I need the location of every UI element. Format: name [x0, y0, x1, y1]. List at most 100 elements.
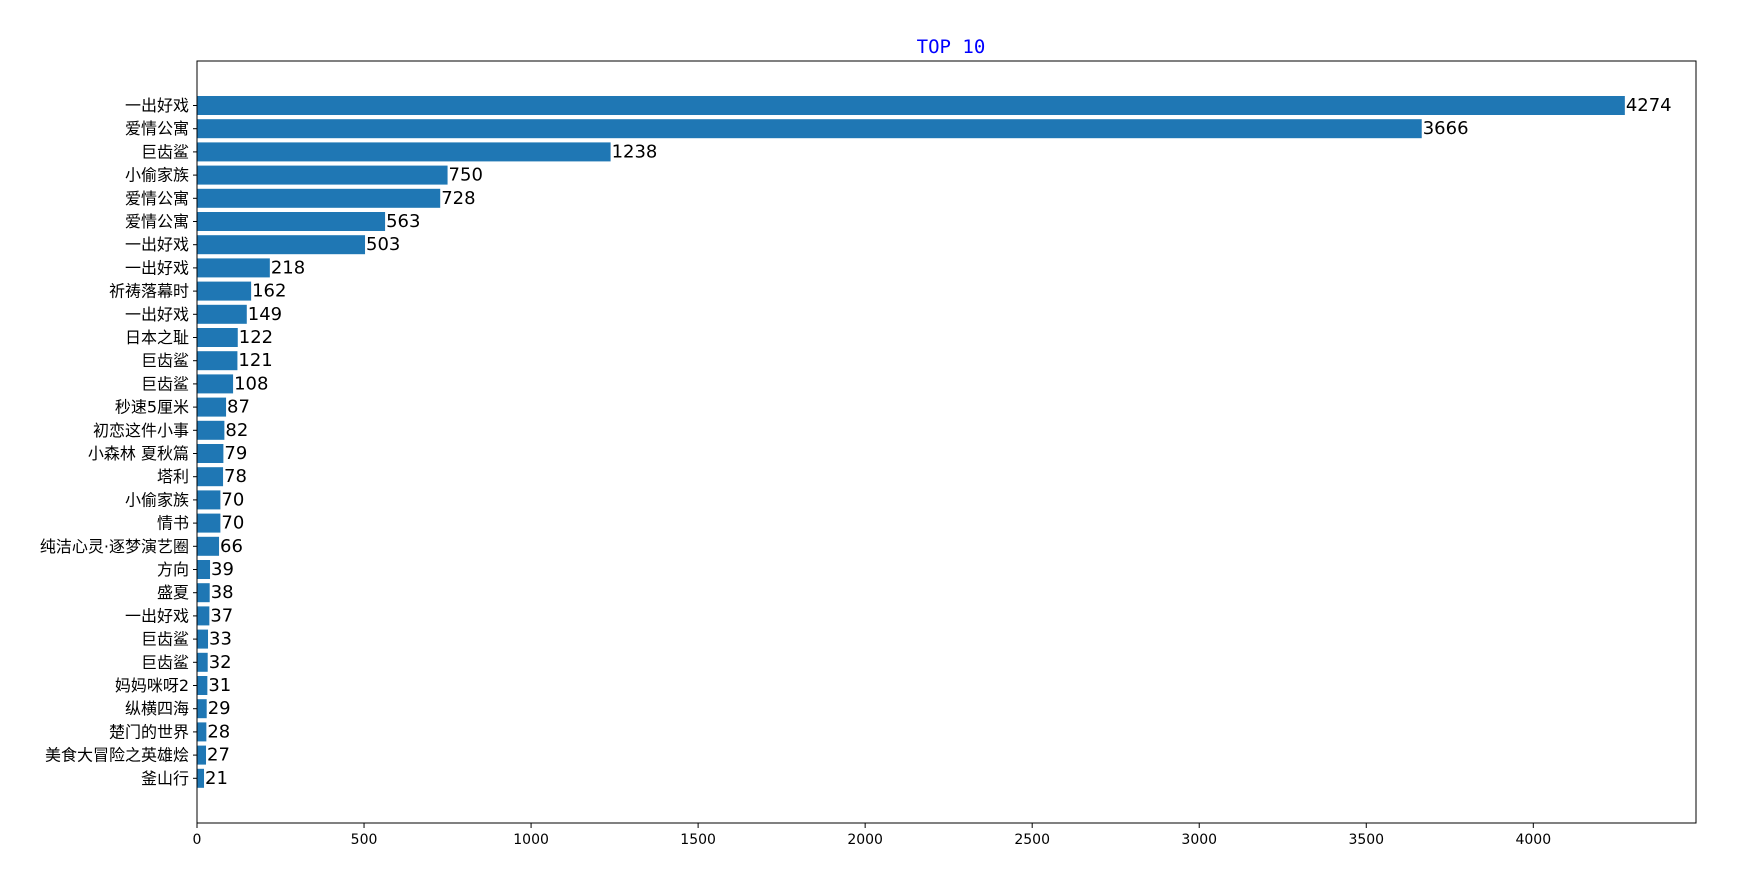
bar — [197, 536, 220, 556]
ytick-label: 盛夏 — [157, 583, 189, 602]
bars-layer — [197, 96, 1625, 788]
ytick-label: 巨齿鲨 — [141, 653, 189, 672]
ytick-label: 巨齿鲨 — [141, 374, 189, 393]
bar — [197, 188, 441, 208]
data-label: 31 — [208, 675, 231, 696]
ytick-label: 妈妈咪呀2 — [115, 676, 189, 695]
data-label: 108 — [234, 373, 268, 394]
data-label: 32 — [209, 652, 232, 673]
data-label: 3666 — [1423, 118, 1469, 139]
data-label: 87 — [227, 397, 250, 418]
data-label: 4274 — [1626, 95, 1672, 116]
bar — [197, 328, 238, 347]
ytick-label: 小偷家族 — [125, 166, 189, 185]
bar — [197, 119, 1422, 139]
bar — [197, 676, 208, 695]
bar — [197, 745, 207, 765]
data-label: 27 — [207, 745, 230, 766]
bar — [197, 768, 205, 788]
xtick-label: 1500 — [680, 832, 716, 848]
bar — [197, 699, 207, 719]
bar — [197, 606, 210, 626]
ytick-label: 初恋这件小事 — [93, 421, 189, 440]
bar — [197, 560, 211, 579]
data-label: 79 — [224, 443, 247, 464]
ytick-label: 纵横四海 — [125, 699, 189, 718]
xtick-label: 2000 — [847, 832, 883, 848]
x-axis: 0 500 1000 1500 2000 2500 3000 3500 4000 — [193, 823, 1551, 848]
data-label: 28 — [207, 721, 230, 742]
ytick-label: 一出好戏 — [125, 258, 189, 277]
bar — [197, 142, 611, 162]
xtick-label: 4000 — [1515, 832, 1551, 848]
data-label: 78 — [224, 466, 247, 487]
xtick-label: 0 — [193, 832, 202, 848]
ytick-label: 祈祷落幕时 — [109, 282, 189, 301]
ytick-label: 秒速5厘米 — [115, 398, 189, 417]
bar — [197, 722, 207, 742]
data-label: 728 — [441, 188, 475, 209]
bar — [197, 281, 252, 301]
xtick-label: 500 — [351, 832, 378, 848]
data-label: 29 — [208, 698, 231, 719]
ytick-label: 方向 — [157, 560, 189, 579]
data-label: 33 — [209, 629, 232, 650]
ytick-label: 巨齿鲨 — [141, 351, 189, 370]
data-label: 82 — [225, 420, 248, 441]
ytick-label: 爱情公寓 — [125, 119, 189, 138]
data-label: 122 — [239, 327, 273, 348]
ytick-label: 日本之耻 — [125, 328, 189, 347]
xtick-label: 3500 — [1348, 832, 1384, 848]
bar — [197, 629, 209, 649]
xtick-label: 1000 — [513, 832, 549, 848]
bar — [197, 258, 270, 278]
ytick-label: 小森林 夏秋篇 — [88, 444, 189, 463]
ytick-label: 一出好戏 — [125, 96, 189, 115]
plot-frame — [196, 60, 1697, 824]
ytick-label: 巨齿鲨 — [141, 630, 189, 649]
bar — [197, 96, 1625, 115]
bar — [197, 467, 224, 487]
ytick-label: 纯洁心灵·逐梦演艺圈 — [40, 537, 189, 556]
ytick-label: 一出好戏 — [125, 235, 189, 254]
ytick-label: 一出好戏 — [125, 305, 189, 324]
xtick-label: 2500 — [1014, 832, 1050, 848]
bar — [197, 212, 386, 231]
ytick-label: 情书 — [157, 514, 189, 533]
data-label: 70 — [221, 489, 244, 510]
ytick-label: 一出好戏 — [125, 606, 189, 625]
bar — [197, 235, 366, 255]
ytick-label: 楚门的世界 — [109, 722, 189, 741]
ytick-label: 美食大冒险之英雄烩 — [45, 746, 189, 765]
bar — [197, 351, 238, 371]
data-label: 66 — [220, 536, 243, 557]
data-label: 162 — [252, 281, 286, 302]
bar — [197, 420, 225, 440]
ytick-label: 小偷家族 — [125, 490, 189, 509]
data-label: 37 — [210, 605, 233, 626]
bar — [197, 444, 224, 463]
data-label: 121 — [238, 350, 272, 371]
bar — [197, 397, 227, 417]
data-label: 563 — [386, 211, 420, 232]
data-label: 39 — [211, 559, 234, 580]
data-label: 503 — [366, 234, 400, 255]
bar — [197, 304, 247, 324]
ytick-label: 爱情公寓 — [125, 212, 189, 231]
bar — [197, 165, 448, 185]
data-label: 750 — [449, 165, 483, 186]
xtick-label: 3000 — [1181, 832, 1217, 848]
data-label: 218 — [271, 257, 305, 278]
data-label: 70 — [221, 513, 244, 534]
y-axis: 一出好戏爱情公寓巨齿鲨小偷家族爱情公寓爱情公寓一出好戏一出好戏祈祷落幕时一出好戏… — [40, 96, 197, 788]
data-label: 149 — [248, 304, 282, 325]
data-label: 38 — [211, 582, 234, 603]
data-label: 21 — [205, 768, 228, 789]
bar — [197, 374, 234, 394]
bar — [197, 583, 210, 603]
bar — [197, 652, 208, 672]
ytick-label: 塔利 — [157, 467, 189, 486]
